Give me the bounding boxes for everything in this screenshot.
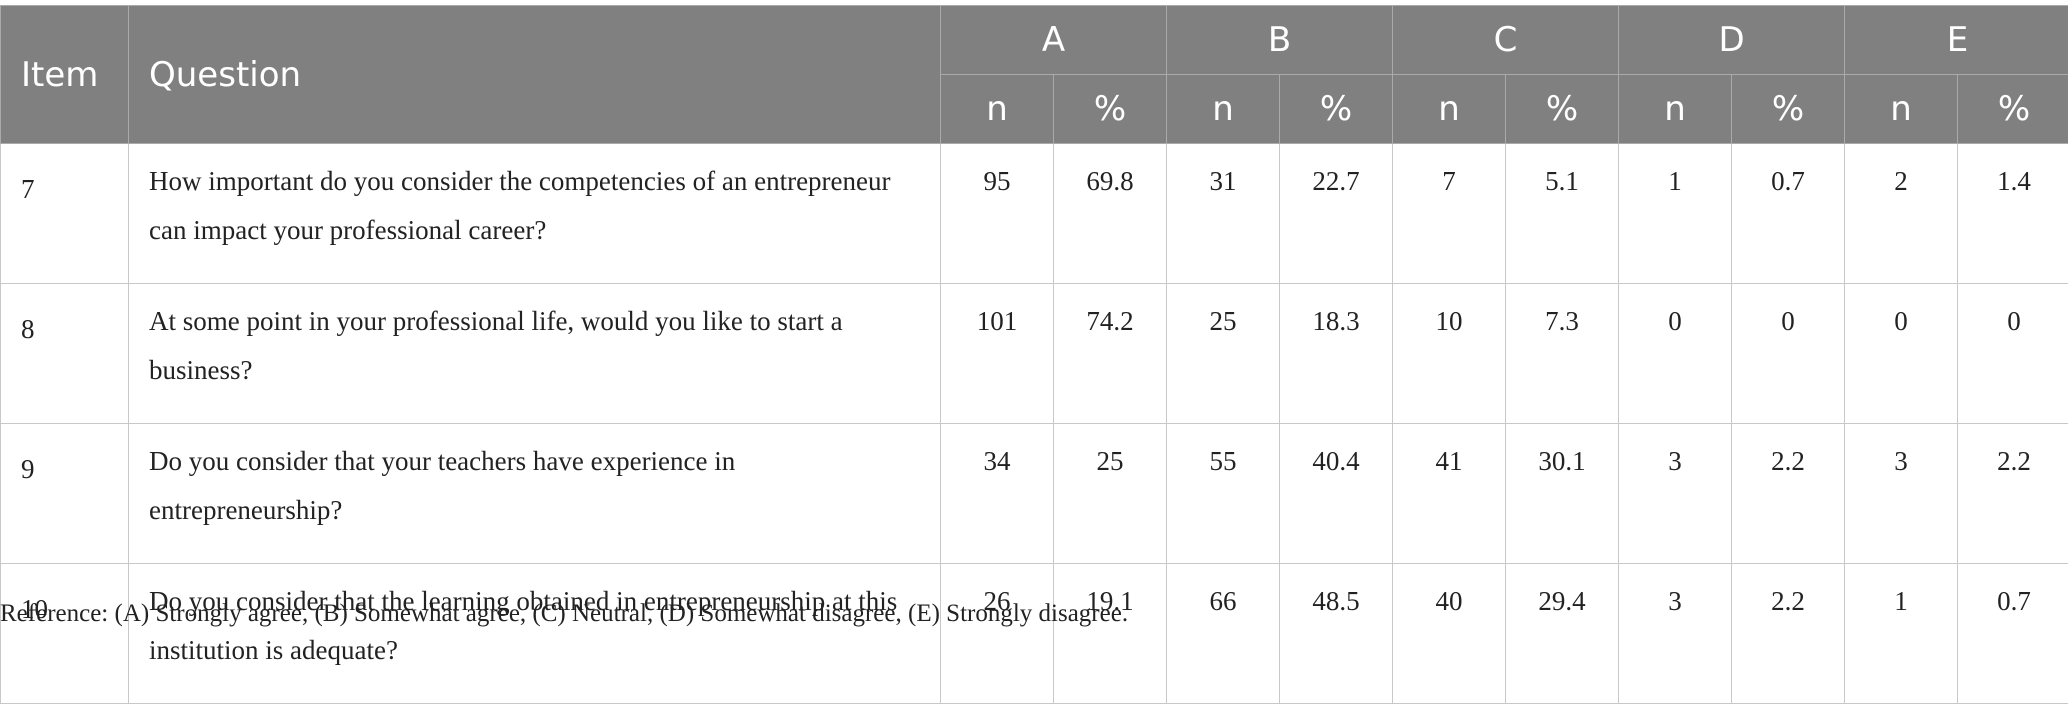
a-n-value: 101	[941, 284, 1054, 424]
b-n-value: 66	[1167, 564, 1280, 704]
header-e-pct: %	[1958, 75, 2068, 144]
table-row: 10 Do you consider that the learning obt…	[1, 564, 2068, 704]
c-n-value: 41	[1393, 424, 1506, 564]
item-number: 7	[1, 144, 129, 284]
a-n-value: 26	[941, 564, 1054, 704]
b-n-value: 55	[1167, 424, 1280, 564]
item-number: 8	[1, 284, 129, 424]
e-n-value: 1	[1845, 564, 1958, 704]
header-group-b: B	[1167, 6, 1393, 75]
e-pct-value: 2.2	[1958, 424, 2068, 564]
header-c-n: n	[1393, 75, 1506, 144]
c-n-value: 40	[1393, 564, 1506, 704]
b-pct-value: 48.5	[1280, 564, 1393, 704]
a-pct-value: 25	[1054, 424, 1167, 564]
e-pct-value: 1.4	[1958, 144, 2068, 284]
b-pct-value: 40.4	[1280, 424, 1393, 564]
a-n-value: 95	[941, 144, 1054, 284]
header-e-n: n	[1845, 75, 1958, 144]
header-a-n: n	[941, 75, 1054, 144]
d-n-value: 1	[1619, 144, 1732, 284]
c-n-value: 10	[1393, 284, 1506, 424]
c-pct-value: 5.1	[1506, 144, 1619, 284]
d-pct-value: 2.2	[1732, 424, 1845, 564]
c-pct-value: 29.4	[1506, 564, 1619, 704]
c-pct-value: 30.1	[1506, 424, 1619, 564]
a-pct-value: 69.8	[1054, 144, 1167, 284]
d-n-value: 3	[1619, 564, 1732, 704]
e-n-value: 2	[1845, 144, 1958, 284]
question-text: Do you consider that the learning obtain…	[129, 564, 941, 704]
table-row: 9 Do you consider that your teachers hav…	[1, 424, 2068, 564]
header-d-pct: %	[1732, 75, 1845, 144]
c-pct-value: 7.3	[1506, 284, 1619, 424]
d-pct-value: 2.2	[1732, 564, 1845, 704]
item-number: 9	[1, 424, 129, 564]
c-n-value: 7	[1393, 144, 1506, 284]
table-row: 8 At some point in your professional lif…	[1, 284, 2068, 424]
header-group-d: D	[1619, 6, 1845, 75]
b-n-value: 31	[1167, 144, 1280, 284]
header-question: Question	[129, 6, 941, 144]
header-a-pct: %	[1054, 75, 1167, 144]
a-pct-value: 74.2	[1054, 284, 1167, 424]
header-d-n: n	[1619, 75, 1732, 144]
b-n-value: 25	[1167, 284, 1280, 424]
d-pct-value: 0.7	[1732, 144, 1845, 284]
a-pct-value: 19.1	[1054, 564, 1167, 704]
e-pct-value: 0.7	[1958, 564, 2068, 704]
b-pct-value: 18.3	[1280, 284, 1393, 424]
e-n-value: 0	[1845, 284, 1958, 424]
table-header: Item Question A B C D E n % n % n % n % …	[1, 6, 2068, 144]
d-n-value: 3	[1619, 424, 1732, 564]
header-item: Item	[1, 6, 129, 144]
b-pct-value: 22.7	[1280, 144, 1393, 284]
header-c-pct: %	[1506, 75, 1619, 144]
table-footnote: Reference: (A) Strongly agree, (B) Somew…	[0, 600, 1128, 628]
d-pct-value: 0	[1732, 284, 1845, 424]
d-n-value: 0	[1619, 284, 1732, 424]
table-row: 7 How important do you consider the comp…	[1, 144, 2068, 284]
header-b-pct: %	[1280, 75, 1393, 144]
item-number: 10	[1, 564, 129, 704]
header-b-n: n	[1167, 75, 1280, 144]
header-group-c: C	[1393, 6, 1619, 75]
a-n-value: 34	[941, 424, 1054, 564]
e-n-value: 3	[1845, 424, 1958, 564]
header-group-a: A	[941, 6, 1167, 75]
question-text: Do you consider that your teachers have …	[129, 424, 941, 564]
header-group-e: E	[1845, 6, 2068, 75]
question-text: At some point in your professional life,…	[129, 284, 941, 424]
question-text: How important do you consider the compet…	[129, 144, 941, 284]
e-pct-value: 0	[1958, 284, 2068, 424]
